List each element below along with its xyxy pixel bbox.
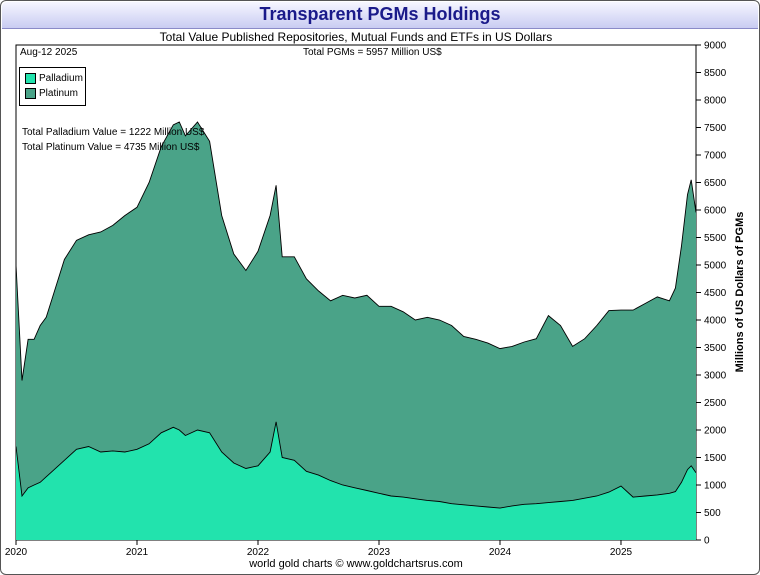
total-pgms-label: Total PGMs = 5957 Million US$ [303,47,442,58]
palladium-value-label: Total Palladium Value = 1222 Million US$ [22,127,205,138]
chart-title: Transparent PGMs Holdings [259,4,501,24]
y-tick-label: 0 [704,536,710,547]
y-tick-label: 500 [704,508,721,519]
legend-swatch-platinum [25,88,36,99]
x-tick-label: 2025 [610,547,633,558]
y-tick-label: 1500 [704,453,727,464]
legend-item-palladium: Palladium [25,73,83,85]
y-tick-label: 1000 [704,481,727,492]
axes: 0 500 1000 1500 2000 2500 3000 3500 4000 4500 5000… [5,41,727,559]
footer-credit: world gold charts © www.goldchartsrus.co… [249,558,463,570]
y-tick-label: 4000 [704,316,727,327]
y-tick-label: 9000 [704,41,727,52]
y-tick-label: 4500 [704,288,727,299]
title-bar: Transparent PGMs Holdings [2,2,758,29]
y-tick-label: 7000 [704,151,727,162]
x-tick-label: 2023 [368,547,391,558]
y-tick-label: 6500 [704,178,727,189]
y-tick-label: 5000 [704,261,727,272]
legend-label-platinum: Platinum [39,88,78,100]
date-label: Aug-12 2025 [20,47,78,58]
x-tick-label: 2021 [126,547,149,558]
platinum-value-label: Total Platinum Value = 4735 Million US$ [22,142,200,153]
x-tick-label: 2020 [5,547,28,558]
x-tick-label: 2024 [489,547,512,558]
chart-subtitle: Total Value Published Repositories, Mutu… [159,30,553,44]
y-tick-label: 5500 [704,233,727,244]
y-tick-label: 8000 [704,96,727,107]
legend-label-palladium: Palladium [39,73,83,85]
y-tick-label: 2000 [704,426,727,437]
series-areas [15,121,697,540]
y-tick-label: 7500 [704,123,727,134]
y-tick-label: 8500 [704,68,727,79]
x-tick-label: 2022 [247,547,270,558]
legend-item-platinum: Platinum [25,88,78,100]
y-tick-label: 3500 [704,343,727,354]
legend-swatch-palladium [25,73,36,84]
legend: Palladium Platinum [19,67,86,106]
palladium-area [16,421,696,540]
y-tick-label: 2500 [704,398,727,409]
total-line [15,121,697,381]
y-tick-label: 3000 [704,371,727,382]
y-axis-title: Millions of US Dollars of PGMs [734,211,746,373]
y-tick-label: 6000 [704,206,727,217]
palladium-line [15,421,697,509]
